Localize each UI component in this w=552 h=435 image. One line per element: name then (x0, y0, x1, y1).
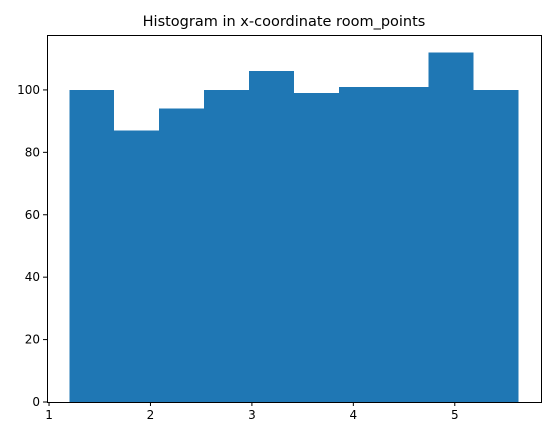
x-tick-label: 1 (45, 408, 53, 422)
histogram-bar (428, 52, 474, 402)
histogram-bar (114, 130, 160, 402)
y-tick-label: 0 (32, 395, 40, 409)
x-axis: 1 2 3 4 5 (45, 402, 459, 422)
x-tick-label: 5 (451, 408, 459, 422)
y-tick-label: 20 (25, 333, 40, 347)
histogram-bar (383, 86, 429, 403)
histogram-bar (293, 93, 339, 402)
y-tick-label: 100 (17, 83, 40, 97)
histogram-bar (248, 71, 294, 402)
x-tick-label: 4 (350, 408, 358, 422)
histogram-bar (204, 89, 249, 402)
x-tick-label: 2 (147, 408, 155, 422)
histogram-bar (473, 89, 519, 402)
histogram-bar (338, 86, 384, 403)
chart-title: Histogram in x-coordinate room_points (143, 14, 426, 30)
x-tick-label: 3 (248, 408, 256, 422)
y-tick-label: 60 (25, 208, 40, 222)
y-tick-label: 40 (25, 270, 40, 284)
histogram-bar (159, 108, 205, 402)
plot-frame (47, 35, 542, 403)
histogram-bar (69, 89, 115, 402)
y-tick-label: 80 (25, 145, 40, 159)
y-axis: 0 20 40 60 80 100 (17, 83, 47, 409)
bars-group (69, 52, 519, 403)
